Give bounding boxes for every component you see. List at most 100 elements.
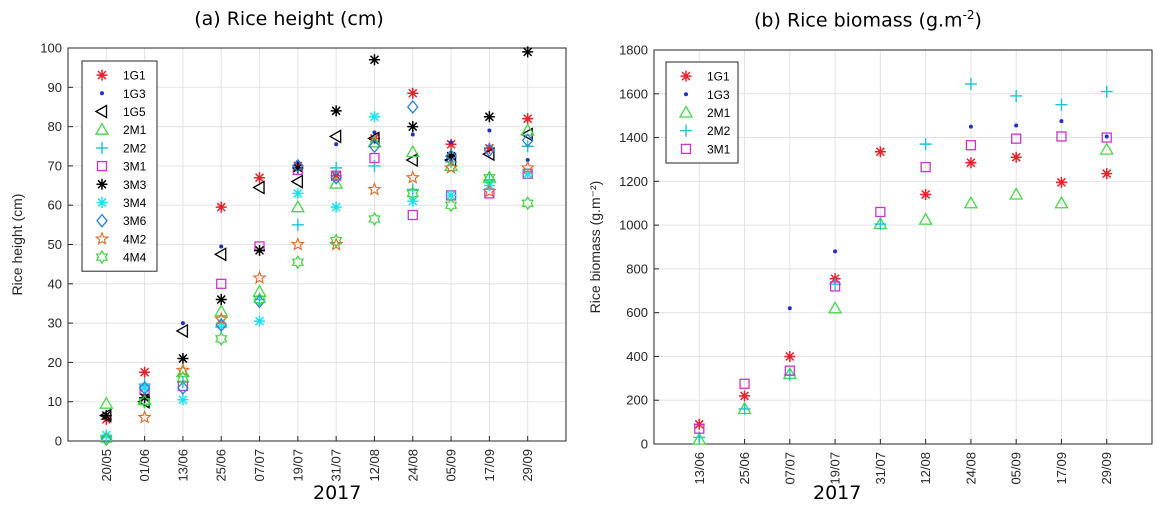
chart-title-height-text: (a) Rice height (cm): [194, 8, 384, 30]
legend-marker-2M2: [96, 141, 108, 154]
data-point-3M3-17/09: [483, 111, 495, 123]
y-tick-label-8: 1600: [619, 86, 648, 101]
x-axis-label-biomass: 2017: [813, 482, 862, 504]
y-tick-label-8: 80: [48, 119, 62, 134]
data-point-4M2-01/06: [137, 409, 152, 424]
data-point-3M4-31/07: [330, 201, 342, 213]
y-tick-label-3: 600: [626, 305, 648, 320]
legend-label-4M4: 4M4: [123, 251, 147, 265]
data-point-3M3-05/09: [445, 150, 457, 162]
data-point-4M4-13/06: [176, 370, 190, 386]
data-point-3M3-24/08: [407, 121, 419, 133]
legend-marker-4M2: [94, 231, 110, 245]
x-tick-label-5: 19/07: [290, 449, 305, 482]
data-point-2M1-17/09: [1054, 195, 1069, 209]
data-point-3M4-24/08: [407, 195, 419, 207]
x-tick-label-5: 12/08: [918, 452, 933, 485]
y-axis-title: Rice height (cm): [9, 194, 25, 296]
data-point-4M2-12/08: [367, 181, 382, 196]
legend-marker-2M2: [680, 124, 692, 137]
data-point-1G1-24/08: [965, 157, 977, 169]
data-point-1G1-12/08: [368, 132, 380, 144]
data-point-3M4-13/06: [177, 394, 189, 406]
data-point-1G3-05/09: [449, 140, 454, 145]
data-point-3M1-24/08: [407, 209, 418, 221]
data-point-4M4-25/06: [215, 331, 228, 346]
legend-marker-1G5: [94, 104, 108, 119]
data-point-2M1-24/08: [405, 144, 420, 158]
data-point-1G1-05/09: [1010, 151, 1022, 163]
x-tick-label-9: 05/09: [444, 449, 459, 482]
data-point-1G1-01/06: [139, 366, 151, 378]
legend-box: [665, 61, 739, 164]
y-tick-label-4: 40: [48, 276, 62, 291]
chart-svg-height: 0 10 20 30 40 50 60 70 80 90 100 20/05 01/06 13/06 25/…: [9, 41, 567, 482]
data-point-3M4-01/06: [139, 382, 151, 394]
data-point-2M2-19/07: [291, 218, 304, 231]
data-point-1G3-24/08: [410, 132, 415, 137]
data-point-3M6-29/09: [521, 133, 534, 148]
legend-label-3M1: 3M1: [123, 160, 147, 174]
x-tick-label-4: 07/07: [252, 449, 267, 482]
data-point-3M1-31/07: [875, 206, 886, 218]
data-point-4M2-29/09: [520, 160, 535, 174]
y-tick-label-9: 1800: [619, 43, 648, 58]
legend: 1G1 1G3 1G5 2M1 2M2 3M1 3M3 3M4 3M6 4M2 4M4: [81, 60, 158, 272]
x-tick-label-8: 17/09: [1054, 452, 1069, 485]
data-point-1G1-25/06: [739, 390, 751, 402]
data-point-2M1-19/07: [290, 199, 305, 213]
data-point-3M1-25/06: [216, 278, 227, 289]
data-point-4M2-19/07: [290, 236, 305, 251]
data-point-2M2-31/07: [874, 218, 887, 231]
legend-label-1G3: 1G3: [123, 87, 146, 101]
y-tick-label-2: 20: [48, 355, 62, 370]
data-point-3M4-05/09: [445, 189, 457, 201]
y-axis-title: Rice biomass (g.m⁻²): [587, 181, 603, 314]
data-point-3M1-19/07: [829, 281, 841, 292]
legend-label-2M2: 2M2: [707, 124, 731, 138]
x-tick-label-6: 24/08: [963, 452, 978, 485]
data-point-1G3-24/08: [968, 124, 973, 129]
data-point-4M4-01/06: [138, 394, 151, 409]
chart-svg-biomass: 0 200 400 600 800 1000 1200 1400 1600 1800 13/06 25…: [587, 43, 1153, 485]
data-point-3M6-13/06: [177, 380, 189, 395]
data-point-1G5-07/07: [252, 180, 265, 195]
data-point-1G3-19/07: [833, 249, 838, 254]
legend-marker-2M1: [678, 105, 694, 118]
legend-marker-1G1: [96, 69, 108, 81]
data-point-3M4-29/09: [522, 168, 534, 180]
data-point-3M4-19/07: [292, 187, 304, 199]
y-tick-label-0: 0: [641, 437, 648, 452]
legend-marker-1G3: [100, 91, 104, 96]
data-point-2M1-05/09: [1009, 187, 1024, 200]
data-point-2M2-29/09: [1100, 85, 1113, 98]
y-tick-label-7: 1400: [619, 130, 648, 145]
data-point-3M4-12/08: [368, 111, 380, 123]
data-point-1G1-29/09: [1101, 168, 1113, 180]
data-point-1G5-17/09: [482, 146, 495, 162]
data-point-3M3-13/06: [177, 352, 189, 364]
data-point-1G5-31/07: [328, 129, 342, 144]
x-tick-label-3: 25/06: [214, 449, 229, 482]
data-point-1G3-17/09: [1059, 119, 1064, 124]
y-tick-label-2: 400: [626, 349, 648, 364]
x-tick-label-1: 25/06: [737, 452, 752, 485]
legend-marker-3M1: [96, 160, 108, 172]
data-point-3M3-31/07: [330, 105, 342, 117]
data-point-3M4-07/07: [254, 315, 266, 327]
data-point-4M4-07/07: [253, 292, 266, 307]
x-tick-label-6: 31/07: [329, 449, 344, 482]
y-tick-label-0: 0: [55, 434, 62, 449]
data-point-3M6-17/09: [483, 143, 496, 158]
data-point-4M2-07/07: [252, 270, 267, 284]
legend-label-3M1: 3M1: [707, 142, 731, 156]
data-point-3M1-29/09: [1101, 132, 1112, 143]
y-tick-label-7: 70: [48, 158, 62, 173]
data-point-2M2-17/09: [1055, 98, 1068, 111]
data-point-4M2-17/09: [482, 183, 497, 198]
data-point-1G1-29/09: [522, 113, 534, 125]
data-point-2M2-24/08: [406, 183, 419, 196]
data-point-3M4-25/06: [215, 317, 227, 329]
x-axis-label-height: 2017: [313, 482, 362, 504]
data-point-1G3-17/09: [487, 128, 492, 133]
